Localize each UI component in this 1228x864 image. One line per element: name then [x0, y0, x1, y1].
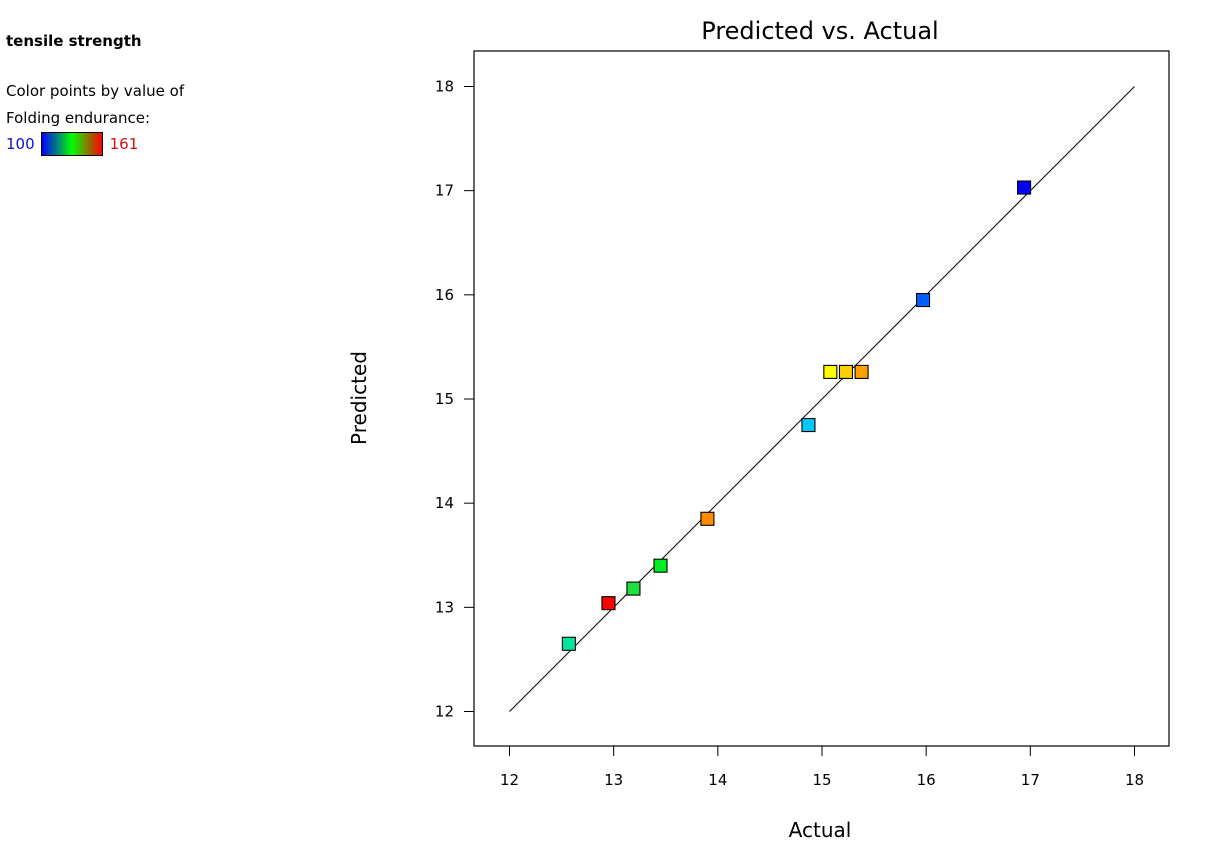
color-scale-min: 100	[6, 135, 35, 153]
x-tick-label: 16	[917, 771, 936, 789]
x-axis: 12 13 14 15 16 17 18	[500, 746, 1144, 789]
data-point	[823, 364, 838, 379]
color-gradient-bar	[40, 132, 103, 156]
data-point	[915, 292, 931, 308]
x-tick-label: 18	[1125, 771, 1144, 789]
x-tick-label: 15	[812, 771, 831, 789]
y-axis-label: Predicted	[347, 351, 371, 445]
data-point	[653, 558, 668, 573]
data-points	[561, 180, 1032, 651]
data-point	[601, 596, 616, 611]
data-point	[561, 636, 576, 651]
response-name: tensile strength	[6, 32, 142, 50]
x-tick-label: 12	[500, 771, 519, 789]
color-scale-max: 161	[109, 135, 139, 153]
color-legend: tensile strength Color points by value o…	[6, 32, 306, 156]
x-axis-label: Actual	[789, 818, 852, 842]
y-tick-label: 12	[435, 703, 454, 721]
data-point	[801, 417, 816, 433]
y-tick-label: 14	[435, 494, 454, 512]
data-point	[1017, 180, 1032, 195]
data-point	[700, 511, 715, 526]
x-tick-label: 17	[1021, 771, 1040, 789]
color-by-label: Color points by value of	[6, 82, 185, 100]
y-tick-label: 17	[435, 182, 454, 200]
y-tick-label: 18	[435, 78, 454, 96]
reference-line	[509, 86, 1135, 712]
color-scale: 100 161	[6, 132, 306, 156]
plot-frame	[473, 50, 1170, 747]
y-axis: 12 13 14 15 16 17 18	[435, 78, 474, 721]
color-factor-label: Folding endurance:	[6, 109, 151, 127]
data-point	[838, 364, 854, 379]
data-point	[626, 581, 641, 596]
y-tick-label: 15	[435, 390, 454, 408]
y-tick-label: 16	[435, 286, 454, 304]
chart-title: Predicted vs. Actual	[701, 17, 938, 45]
x-tick-label: 13	[604, 771, 623, 789]
data-point	[854, 364, 869, 379]
y-tick-label: 13	[435, 598, 454, 616]
x-tick-label: 14	[708, 771, 727, 789]
